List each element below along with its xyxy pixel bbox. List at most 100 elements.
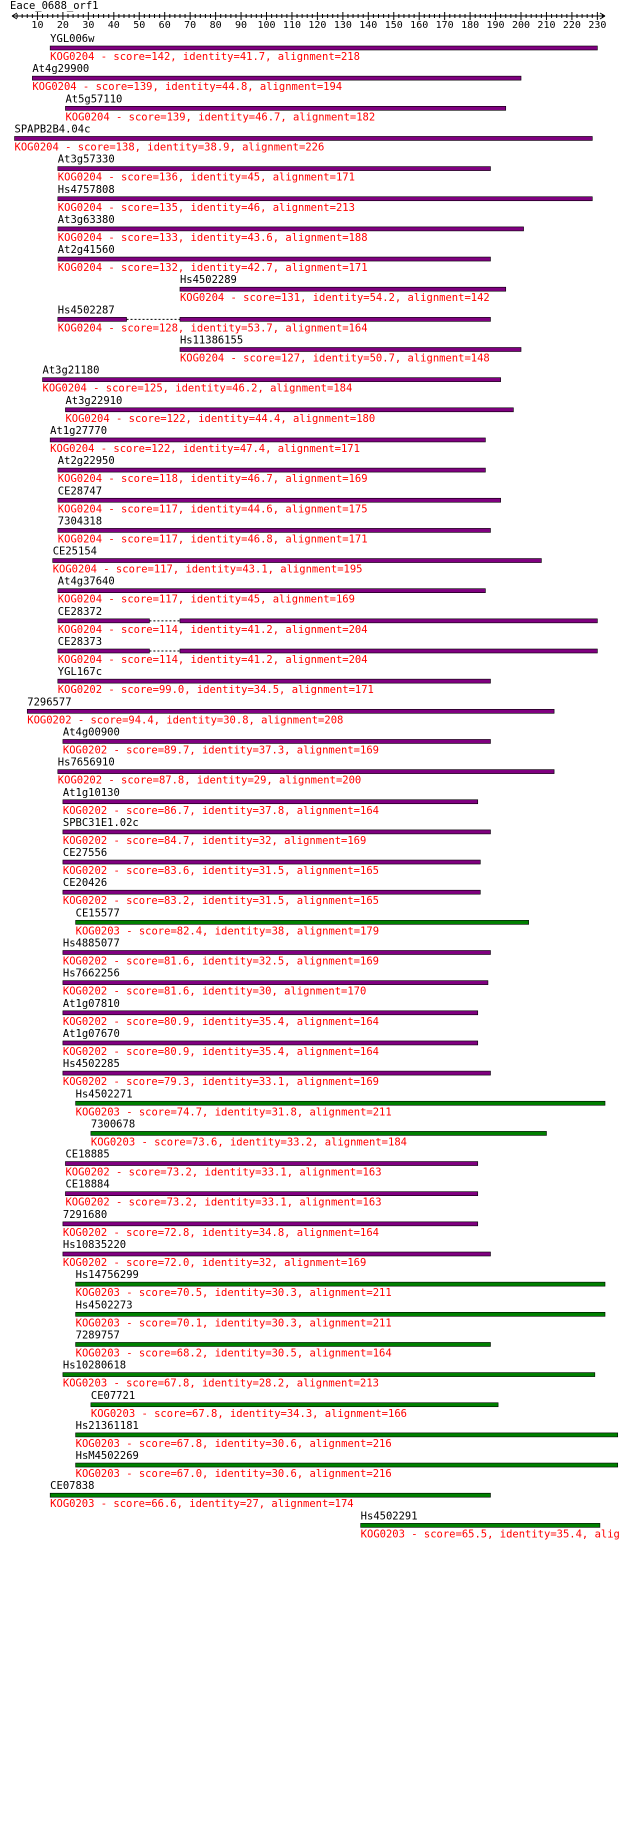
- hit-name: Hs11386155: [180, 335, 243, 347]
- hit-name: 7289757: [76, 1329, 120, 1341]
- hit-name: Hs7662256: [63, 968, 120, 980]
- hit-row: YGL167c KOG0202 - score=99.0, identity=34…: [57, 666, 491, 696]
- alignment-bar: [62, 1070, 491, 1076]
- hit-row: CE28373 KOG0204 - score=114, identity=41.…: [57, 636, 598, 666]
- scale-ruler: 10 20 30 40 50 60 70 80 90 100 110 120 130 140 150 160 1…: [11, 12, 606, 31]
- hit-row: SPAPB2B4.04c KOG0204 - score=138, identit…: [14, 123, 593, 153]
- hit-row: At2g22950 KOG0204 - score=118, identity=4…: [57, 455, 486, 485]
- hit-info: KOG0204 - score=139, identity=44.8, alig…: [32, 81, 342, 93]
- hit-name: Hs21361181: [76, 1420, 139, 1432]
- hit-info: KOG0202 - score=83.6, identity=31.5, ali…: [63, 865, 379, 877]
- hit-row: SPBC31E1.02c KOG0202 - score=84.7, identi…: [62, 817, 491, 847]
- hit-row: At1g07670 KOG0202 - score=80.9, identity=…: [62, 1028, 479, 1058]
- hit-row: HsM4502269 KOG0203 - score=67.0, identity…: [75, 1450, 619, 1480]
- alignment-bar: [179, 648, 598, 654]
- hit-info: KOG0204 - score=118, identity=46.7, alig…: [58, 473, 368, 485]
- hit-info: KOG0204 - score=135, identity=46, alignm…: [58, 202, 355, 214]
- hit-info: KOG0203 - score=67.8, identity=34.3, ali…: [91, 1408, 407, 1420]
- hit-name: CE07838: [50, 1480, 94, 1492]
- hit-name: CE25154: [53, 546, 97, 558]
- hit-info: KOG0203 - score=74.7, identity=31.8, ali…: [76, 1106, 392, 1118]
- hit-row: CE07721 KOG0203 - score=67.8, identity=34…: [90, 1390, 499, 1420]
- hit-name: SPAPB2B4.04c: [15, 123, 91, 135]
- hit-name: CE15577: [76, 907, 120, 919]
- hit-info: KOG0204 - score=127, identity=50.7, alig…: [180, 353, 490, 365]
- hit-name: At4g00900: [63, 726, 120, 738]
- alignment-bar: [62, 1372, 596, 1377]
- hit-row: At3g63380 KOG0204 - score=133, identity=4…: [57, 214, 524, 244]
- alignment-bar: [57, 528, 491, 533]
- alignment-bar: [75, 1312, 606, 1317]
- ruler-left-arrow: [11, 12, 18, 20]
- alignment-bar: [57, 467, 486, 473]
- alignment-bar: [62, 1040, 479, 1046]
- alignment-bar: [75, 1432, 619, 1438]
- hit-name: CE28747: [58, 485, 102, 497]
- hit-info: KOG0204 - score=114, identity=41.2, alig…: [58, 624, 368, 636]
- tick-label: 110: [283, 20, 301, 31]
- hit-name: Hs4757808: [58, 184, 115, 196]
- hit-name: 7296577: [27, 696, 71, 708]
- hit-name: CE28373: [58, 636, 102, 648]
- hit-name: At1g10130: [63, 787, 120, 799]
- hit-info: KOG0202 - score=99.0, identity=34.5, ali…: [58, 684, 374, 696]
- hit-name: At1g07670: [63, 1028, 120, 1040]
- alignment-bar: [62, 950, 491, 955]
- tick-label: 40: [108, 20, 120, 31]
- hit-name: Hs10280618: [63, 1360, 126, 1372]
- hit-name: 7291680: [63, 1209, 107, 1221]
- alignment-bar: [62, 739, 491, 744]
- hit-info: KOG0202 - score=81.6, identity=32.5, ali…: [63, 956, 379, 968]
- alignment-bar: [75, 1342, 491, 1347]
- tick-label: 190: [487, 20, 505, 31]
- hit-name: Hs4502287: [58, 304, 115, 316]
- hit-name: YGL167c: [58, 666, 102, 678]
- alignment-bar: [62, 980, 489, 985]
- tick-label: 60: [159, 20, 171, 31]
- hit-row: Hs7656910 KOG0202 - score=87.8, identity=…: [57, 757, 555, 787]
- tick-label: 120: [308, 20, 326, 31]
- hit-info: KOG0204 - score=132, identity=42.7, alig…: [58, 262, 368, 274]
- hit-name: YGL006w: [50, 33, 95, 45]
- alignment-bar: [57, 317, 127, 322]
- hit-row: At1g27770 KOG0204 - score=122, identity=4…: [49, 425, 486, 455]
- hit-row: At3g57330 KOG0204 - score=136, identity=4…: [57, 154, 491, 184]
- hit-info: KOG0203 - score=65.5, identity=35.4, ali…: [361, 1528, 620, 1540]
- hit-info: KOG0202 - score=89.7, identity=37.3, ali…: [63, 744, 379, 756]
- hit-name: At3g21180: [43, 365, 100, 377]
- hit-name: Hs14756299: [76, 1269, 139, 1281]
- hit-row: 7291680 KOG0202 - score=72.8, identity=34…: [62, 1209, 479, 1239]
- hit-info: KOG0204 - score=133, identity=43.6, alig…: [58, 232, 368, 244]
- alignment-bar: [62, 889, 481, 895]
- alignment-bar: [62, 829, 491, 835]
- tick-label: 50: [133, 20, 145, 31]
- tick-label: 70: [184, 20, 196, 31]
- alignment-bar: [57, 497, 501, 503]
- tick-label: 140: [359, 20, 377, 31]
- hit-info: KOG0202 - score=86.7, identity=37.8, ali…: [63, 805, 379, 817]
- hit-info: KOG0202 - score=72.0, identity=32, align…: [63, 1257, 366, 1269]
- hit-info: KOG0203 - score=67.0, identity=30.6, ali…: [76, 1468, 392, 1480]
- hit-info: KOG0202 - score=83.2, identity=31.5, ali…: [63, 895, 379, 907]
- hit-row: CE27556 KOG0202 - score=83.6, identity=31…: [62, 847, 481, 877]
- hit-info: KOG0204 - score=114, identity=41.2, alig…: [58, 654, 368, 666]
- hit-name: At3g63380: [58, 214, 115, 226]
- hit-info: KOG0203 - score=73.6, identity=33.2, ali…: [91, 1136, 407, 1148]
- alignment-bar: [57, 769, 555, 774]
- alignment-bar: [42, 377, 501, 382]
- tick-label: 220: [563, 20, 581, 31]
- hit-name: CE07721: [91, 1390, 135, 1402]
- hit-row: At1g07810 KOG0202 - score=80.9, identity=…: [62, 998, 479, 1028]
- hit-name: At1g07810: [63, 998, 120, 1010]
- hit-info: KOG0202 - score=80.9, identity=35.4, ali…: [63, 1046, 379, 1058]
- alignment-bar: [62, 799, 479, 805]
- hit-row: Hs21361181 KOG0203 - score=67.8, identity…: [75, 1420, 619, 1450]
- alignment-bar: [14, 136, 593, 141]
- hit-name: At3g22910: [65, 395, 122, 407]
- hit-row: 7304318 KOG0204 - score=117, identity=46.…: [57, 515, 491, 545]
- tick-label: 90: [235, 20, 247, 31]
- alignment-bar: [360, 1523, 601, 1528]
- tick-label: 20: [57, 20, 69, 31]
- hit-row: YGL006w KOG0204 - score=142, identity=41.…: [49, 33, 598, 63]
